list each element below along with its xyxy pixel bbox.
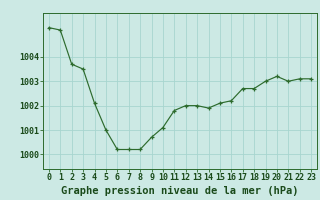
X-axis label: Graphe pression niveau de la mer (hPa): Graphe pression niveau de la mer (hPa) <box>61 186 299 196</box>
